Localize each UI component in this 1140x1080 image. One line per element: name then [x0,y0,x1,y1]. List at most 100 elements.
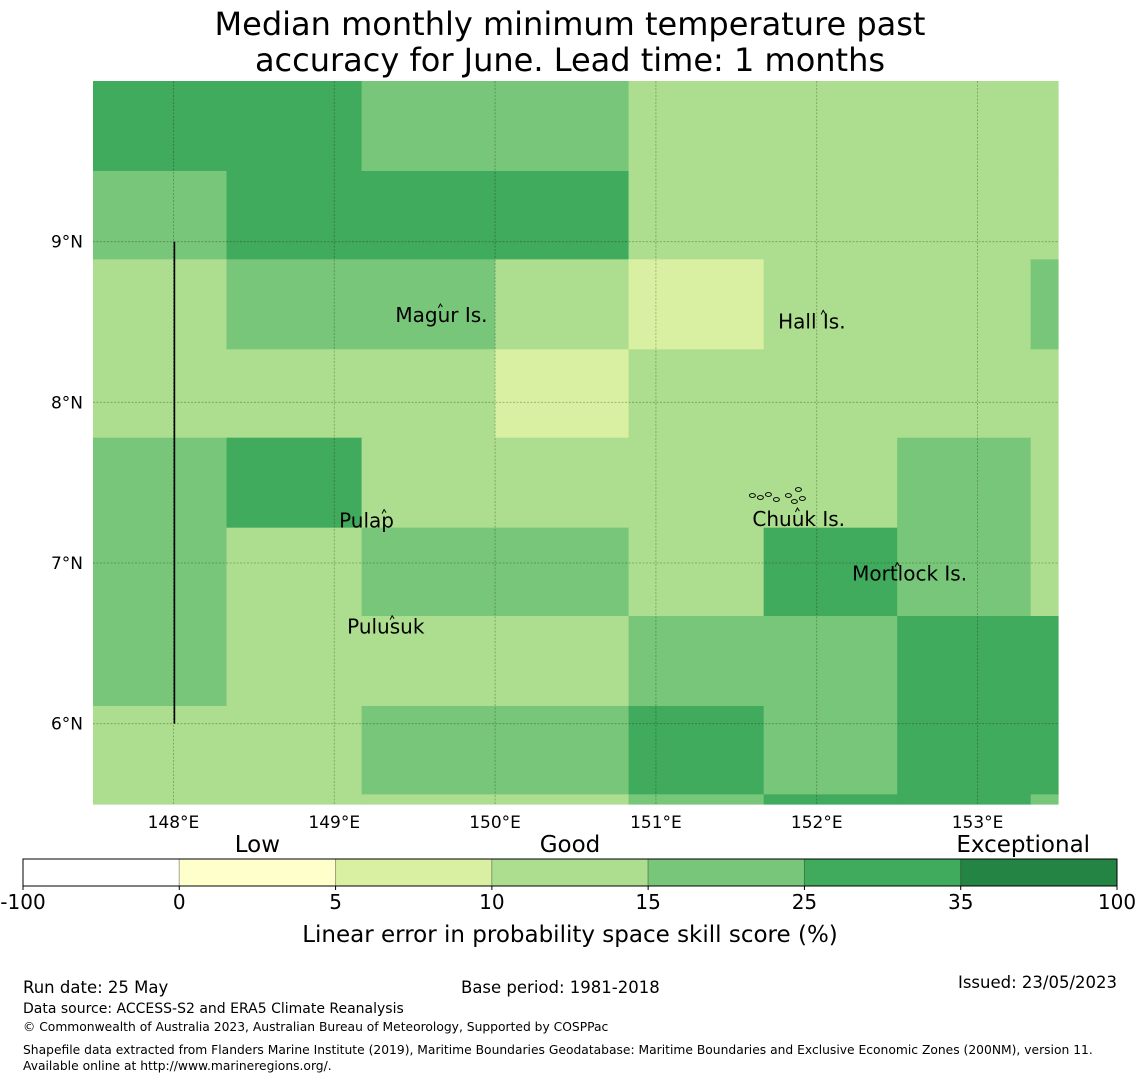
skill-cell [628,616,765,707]
skill-cell [1030,794,1059,805]
skill-cell [226,437,363,529]
island-outline [437,303,443,309]
island-outline [389,614,395,620]
skill-cell [495,705,630,795]
copyright-notice: © Commonwealth of Australia 2023, Austra… [23,1020,609,1034]
skill-cell [495,794,630,805]
colorbar-legend: -100 0 5 10 15 25 35 100 Low Good Exceptional Linea… [0,832,1136,948]
colorbar-swatch [960,858,1118,887]
skill-cell [226,794,363,805]
longitude-tick-label: 152°E [791,813,843,833]
skill-cell [897,527,1032,617]
skill-cell [226,81,363,172]
island-outline [381,508,387,514]
island-outline [894,561,900,567]
skill-cell [361,349,496,439]
skill-cell [93,794,228,805]
skill-cell [628,437,765,529]
skill-cell [1030,170,1059,260]
skill-cell [93,616,228,707]
skill-cell [628,81,765,172]
skill-cell [495,81,630,172]
skill-cell [628,527,765,617]
shapefile-attribution: Shapefile data extracted from Flanders M… [23,1043,1093,1073]
skill-cell [628,170,765,260]
colorbar-swatch [647,858,805,887]
issued-date: Issued: 23/05/2023 [957,973,1117,992]
skill-cell [1030,616,1059,707]
skill-cell [763,794,898,805]
skill-cell [897,259,1032,350]
skill-cell [897,437,1032,529]
skill-cell [897,794,1032,805]
skill-cell [763,705,898,795]
island-label: Pulap [339,509,394,533]
title-line-2: accuracy for June. Lead time: 1 months [254,41,886,79]
category-label: Exceptional [956,832,1090,858]
skill-cell [226,259,363,350]
skill-cell [93,527,228,617]
skill-cell [93,170,228,260]
map-title: Median monthly minimum temperature past … [0,6,1140,78]
colorbar-tick-label: 15 [635,890,660,914]
island-outline [790,499,798,504]
skill-cell [763,81,898,172]
skill-cell [1030,437,1059,529]
island-outline [772,497,780,502]
colorbar-swatch [803,858,962,887]
skill-cell [897,81,1032,172]
colorbar-tick-label: 35 [948,890,973,914]
latitude-tick-label: 6°N [51,715,83,735]
island-outline [756,495,764,500]
island-markers: Magur Is. Hall Is. Pulap Chuuk Is. Mortlock … [339,303,967,639]
longitude-tick-label: 153°E [952,813,1004,833]
skill-cell [361,437,496,529]
skill-cell [361,170,496,260]
title-line-1: Median monthly minimum temperature past [214,5,926,43]
skill-cell [361,527,496,617]
colorbar-frame [22,858,1118,887]
skill-cell [628,705,765,795]
skill-cell [763,259,898,350]
skill-cell [361,794,496,805]
island-label: Chuuk Is. [752,507,845,531]
skill-cell [763,170,898,260]
run-date: Run date: 25 May [23,978,169,997]
colorbar-tick-label: 25 [792,890,817,914]
skill-cell [226,527,363,617]
skill-cell [1030,349,1059,439]
skill-cell [897,616,1032,707]
skill-cell [361,705,496,795]
category-label: Good [540,832,601,858]
skill-cell [93,437,228,529]
graticule [93,81,1058,804]
island-outline [764,492,772,497]
colorbar-tick-label: 0 [173,890,186,914]
colorbar-swatch [491,858,649,887]
skill-cell [897,170,1032,260]
skill-cell [495,527,630,617]
island-outline [820,309,826,315]
colorbar-swatch [335,858,493,887]
longitude-tick-label: 149°E [308,813,360,833]
island-label: Magur Is. [395,303,487,327]
skill-cell [495,170,630,260]
data-source: Data source: ACCESS-S2 and ERA5 Climate … [23,1001,404,1017]
longitude-tick-label: 151°E [630,813,682,833]
skill-cell [495,259,630,350]
skill-cell [763,437,898,529]
skill-cell [763,616,898,707]
colorbar-tick-label: 5 [329,890,342,914]
skill-cell [1030,705,1059,795]
skill-cell [93,259,228,350]
island-outline [794,507,800,513]
base-period: Base period: 1981-2018 [461,978,660,997]
colorbar-swatch [22,858,180,887]
skill-cell [495,437,630,529]
skill-cell [628,794,765,805]
skill-cell [93,349,228,439]
skill-cell [628,349,765,439]
skill-cell [93,81,228,172]
skill-cell [226,170,363,260]
skill-cell [897,705,1032,795]
